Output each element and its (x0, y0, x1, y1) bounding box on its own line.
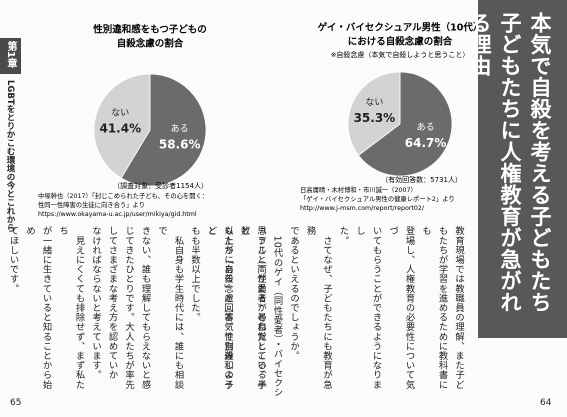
text-column: 登場し、人権教育の必要性について気づ (387, 226, 415, 390)
chart-note: （調査対象：受診者1154人） (113, 181, 208, 190)
chart-subtitle: ※自殺念慮（本気で自殺しようと思うこと） (331, 50, 470, 59)
text-column: きない、誰も理解してもらえないと感 (139, 226, 151, 390)
chart-title: 性別違和感をもつ子どもの (93, 24, 207, 36)
chart-source: https://www.okayama-u.ac.jp/user/mikiya/… (38, 211, 197, 218)
text-column: 子どもたちに人権教育が急がれる理由 (468, 12, 522, 313)
text-column: じてきたひとりです。大人たちが率先 (123, 226, 134, 390)
text-column: 本気で自殺を考える子どもたち (528, 12, 552, 313)
value-label: 64.7% (405, 136, 447, 150)
text-column: が一緒に生きていると知ることから始め (24, 226, 52, 390)
slice-label: ない (365, 97, 383, 108)
text-column: 見えにくくても排除せず、まず私たち (57, 226, 85, 390)
text-column: 思うこと）があるか尋ねたところ、半数 (238, 226, 267, 390)
chart-source: 「ゲイ・バイセクシュアル男性の健康レポート2」より (300, 194, 455, 203)
chart-title: 自殺念慮の割合 (117, 38, 184, 50)
pie-slice (347, 71, 401, 156)
text-column: 私自身も学生時代には、誰にも相談で (156, 226, 184, 390)
page-number: 65 (10, 398, 22, 408)
text-column: てほしいです。 (7, 226, 19, 294)
text-column: た。 (337, 226, 349, 246)
slice-label: ない (111, 107, 129, 118)
heading: 本気で自殺を考える子どもたち 子どもたちに人権教育が急がれる理由 (468, 12, 555, 334)
chapter-title: LGBTをとりかこむ環境の今とこれから (5, 80, 15, 233)
slice-label: ある (171, 124, 189, 135)
value-label: 58.6% (159, 138, 201, 152)
text-column: もも半数以上でした。 (189, 226, 200, 322)
pie-slice (357, 71, 453, 177)
chart-source: 日高庸晴・木村博和・市川誠一（2007） (300, 185, 417, 194)
text-column: 10代のゲイ（同性愛者）・バイセクシ (271, 226, 283, 397)
chart-note: （有効回答数：5731人） (381, 175, 462, 184)
value-label: 35.3% (354, 111, 396, 125)
page-number: 64 (540, 398, 552, 408)
chart-title: ゲイ・バイセクシュアル男性（10代） (318, 22, 483, 34)
chapter-label: 第1章 (5, 41, 16, 68)
text-column: 教育現場では教職員の理解、また子ど (453, 226, 464, 390)
text-column: いてもらうことができるようになりまし (354, 226, 382, 390)
heading-band (478, 0, 567, 338)
text-column: であるといえるのでしょうか。 (288, 226, 299, 361)
value-label: 41.4% (99, 121, 141, 135)
text-column: 以上が「ある」と回答。性別違和の子ど (205, 226, 234, 390)
right-body: 教育現場では教職員の理解、また子ど もたちが学習を進めるために教科書にも 登場し、人… (206, 226, 466, 398)
chapter-tab (0, 38, 21, 74)
text-column: してさまざまな考え方を認めていか (106, 226, 118, 380)
text-column: ュアル（両性愛者）と自覚している子ど (238, 226, 267, 390)
text-column: もたちに自殺念慮（本気で自殺しようと (205, 226, 234, 390)
slice-label: ある (417, 122, 435, 133)
pie-slice (93, 73, 151, 179)
chart-title: における自殺念慮の割合 (348, 36, 453, 48)
text-column: さてなぜ、子どもたちにも教育が急務 (304, 226, 333, 390)
left-body: 思うこと）があるか尋ねたところ、半数 以上が「ある」と回答。性別違和の子ど もも半数… (8, 226, 268, 398)
chart-source: 性同一性障害の生徒に向き合う」より (38, 200, 145, 209)
text-column: もたちが学習を進めるために教科書にも (420, 226, 448, 390)
chart-source: http://www.j-msm.com/report/report02/ (300, 205, 425, 212)
pie-slice (120, 73, 207, 187)
text-column: なければならないと考えています。 (90, 226, 101, 380)
chart-source: 中塚幹也（2017）「封じこめられた子ども、その心を開く： (38, 191, 208, 200)
